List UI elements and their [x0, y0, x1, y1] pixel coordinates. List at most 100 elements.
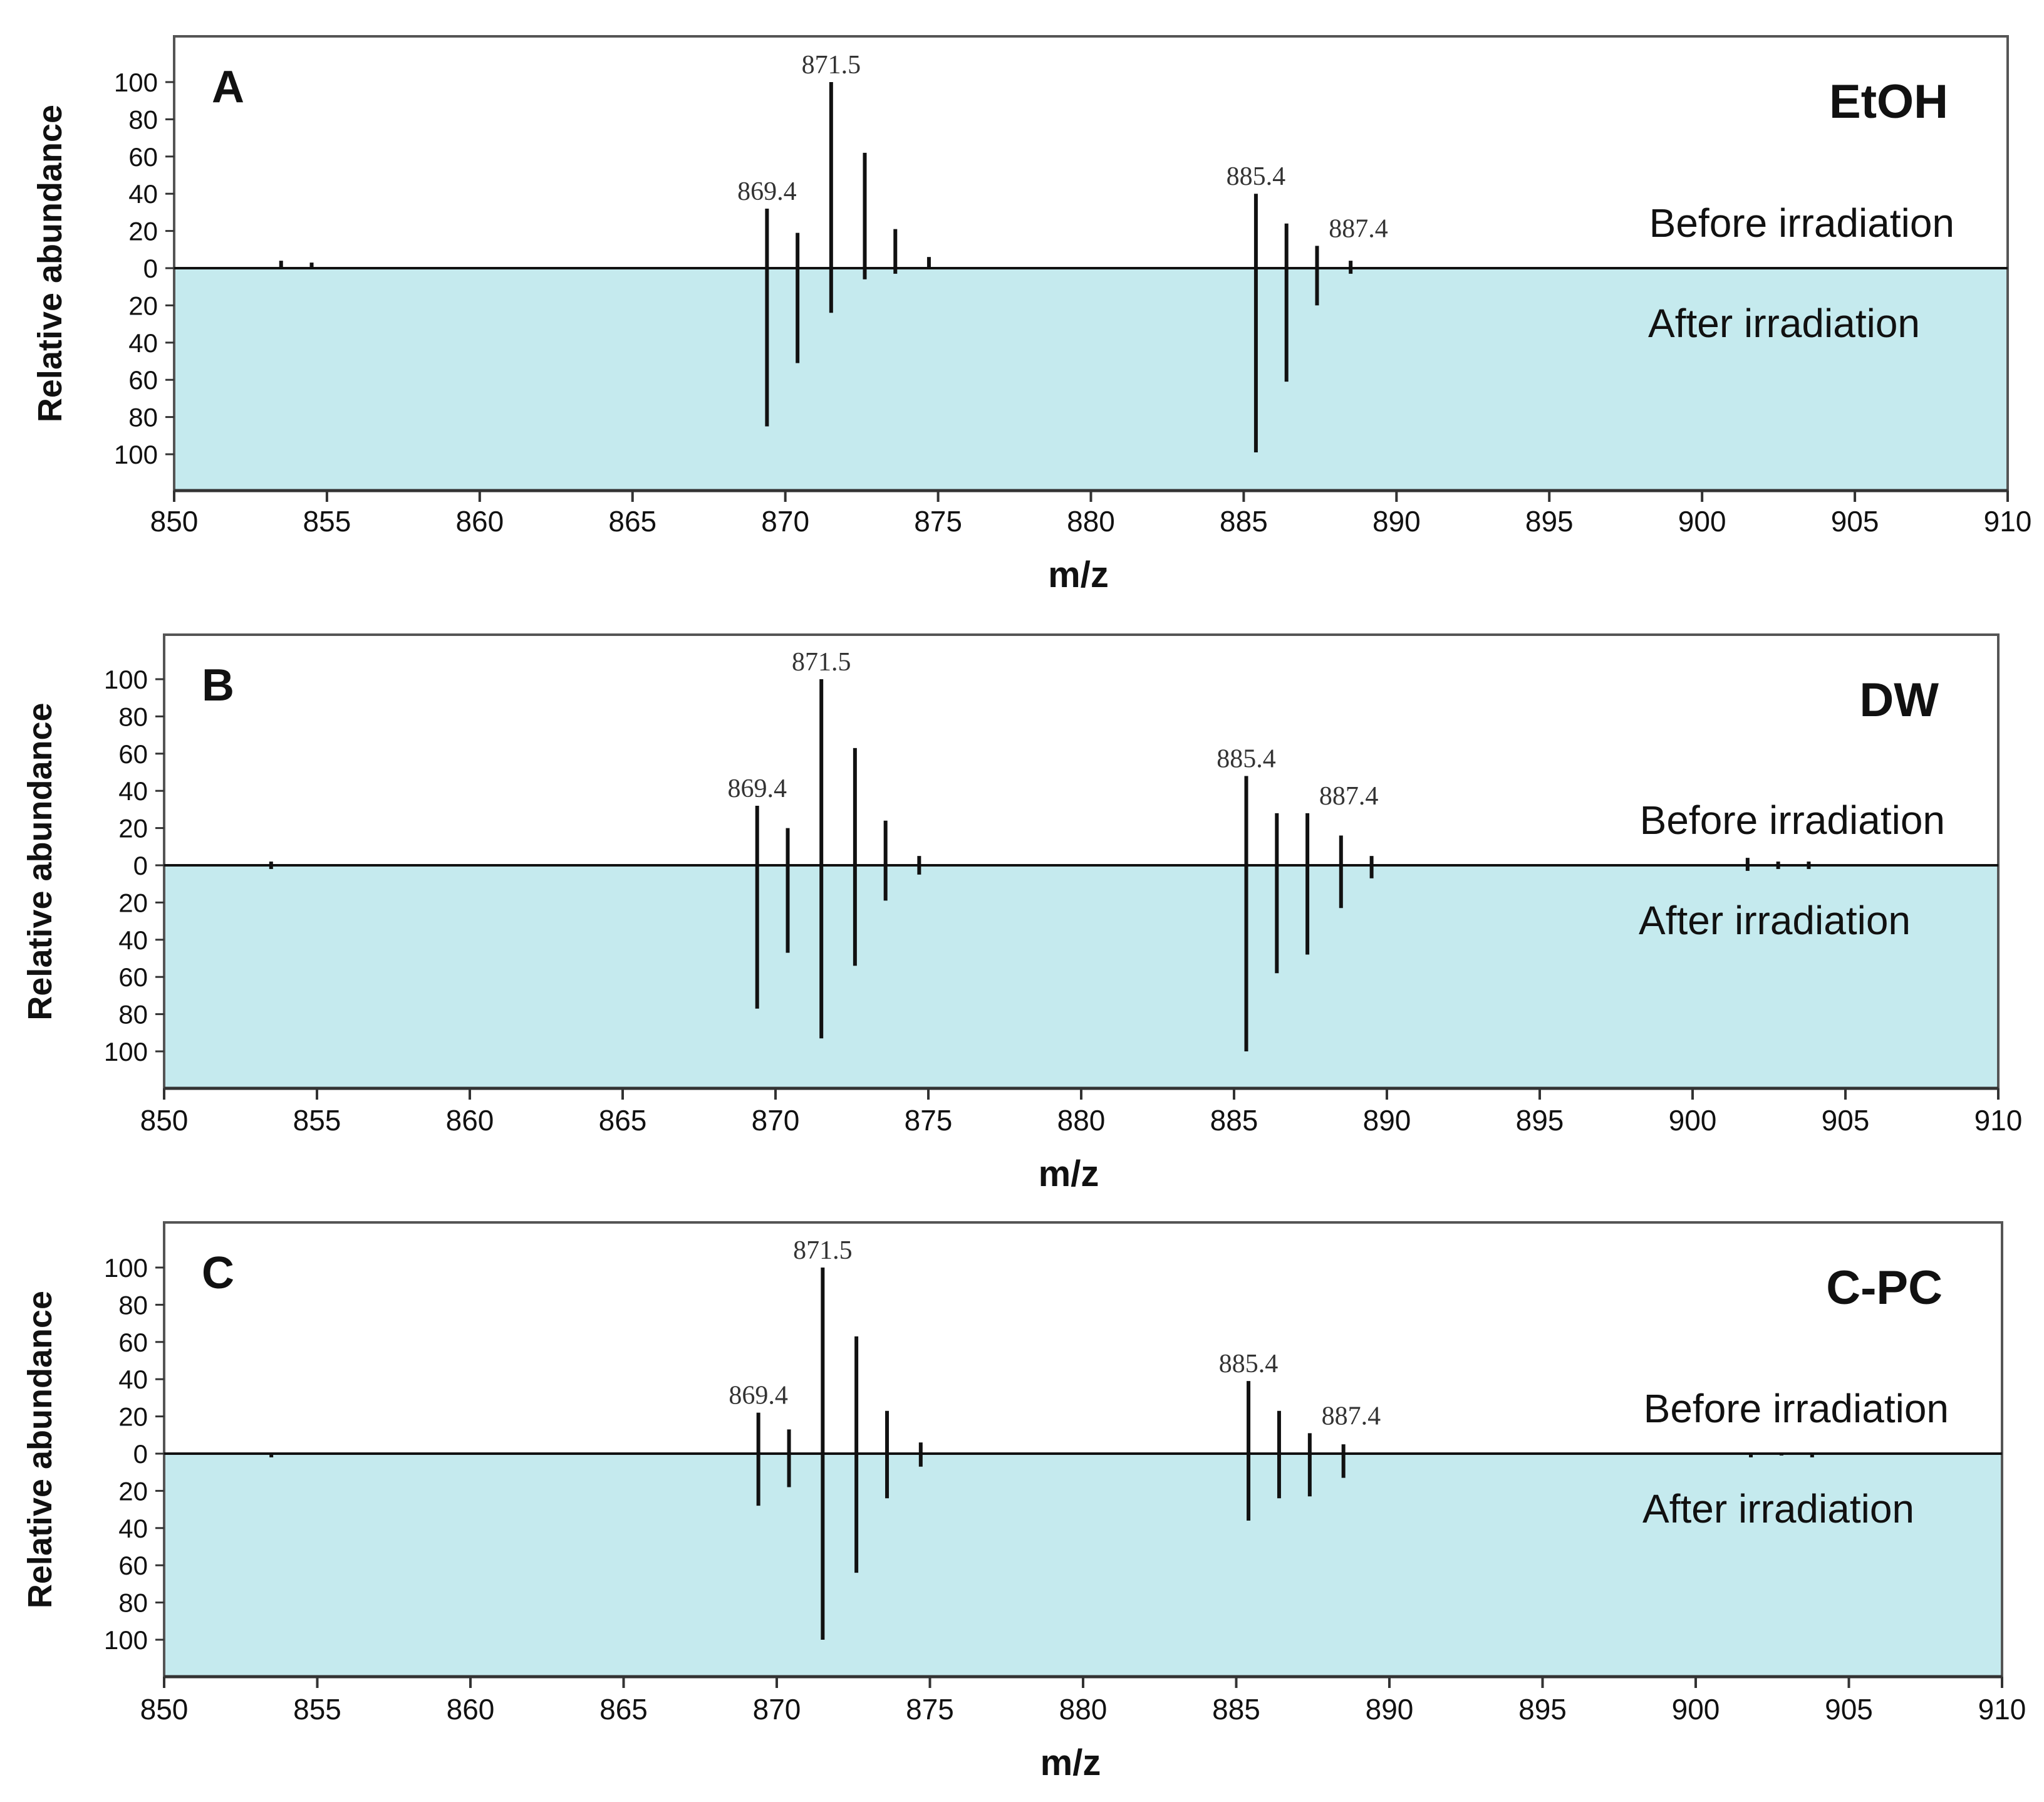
- x-tick-label: 855: [293, 1693, 341, 1726]
- y-tick-label: 20: [128, 217, 158, 246]
- x-tick-label: 855: [293, 1104, 341, 1137]
- x-tick-label: 875: [914, 505, 962, 538]
- x-tick-label: 910: [1984, 505, 2032, 538]
- x-axis-label: m/z: [1048, 555, 1109, 595]
- y-tick-label: 80: [118, 1290, 148, 1320]
- x-tick-label: 895: [1518, 1693, 1567, 1726]
- y-tick-label: 60: [118, 1328, 148, 1357]
- peak-label: 887.4: [1322, 1402, 1381, 1430]
- x-tick-label: 860: [455, 505, 504, 538]
- y-tick-label: 60: [128, 142, 158, 172]
- spectrum-panel-b: 850 855 860 865 870 875 880 885 890 895 900 905 910 1…: [21, 633, 2023, 1194]
- y-tick-label: 80: [118, 1588, 148, 1618]
- y-tick-label: 20: [118, 814, 148, 843]
- y-tick-label: 0: [143, 254, 158, 283]
- x-tick-label: 855: [303, 505, 351, 538]
- peak-label: 869.4: [737, 177, 797, 206]
- peak-label: 869.4: [727, 774, 787, 803]
- solvent-title: DW: [1859, 674, 1939, 727]
- x-tick-label: 850: [150, 505, 199, 538]
- y-tick-label: 80: [118, 1000, 148, 1029]
- after-region: [164, 865, 1998, 1088]
- x-axis-label: m/z: [1039, 1154, 1099, 1194]
- solvent-title: C-PC: [1826, 1261, 1943, 1315]
- y-tick-label: 80: [118, 702, 148, 731]
- x-tick-label: 880: [1057, 1104, 1106, 1137]
- x-tick-label: 910: [1978, 1693, 2026, 1726]
- peak-label: 887.4: [1329, 214, 1388, 243]
- y-tick-label: 20: [128, 291, 158, 320]
- peak-label: 885.4: [1227, 162, 1286, 191]
- x-tick-label: 865: [608, 505, 656, 538]
- x-tick-label: 880: [1067, 505, 1115, 538]
- y-tick-label: 100: [114, 440, 158, 469]
- x-tick-label: 865: [599, 1693, 648, 1726]
- y-tick-label: 60: [118, 962, 148, 992]
- y-tick-label: 100: [114, 68, 158, 97]
- y-tick-label: 40: [128, 328, 158, 358]
- y-tick-label: 20: [118, 888, 148, 917]
- spectrum-panel-a: 850 855 860 865 870 875 880 885 890 895 900 905 910 1…: [31, 35, 2032, 595]
- after-irradiation-label: After irradiation: [1648, 301, 1920, 346]
- y-tick-label: 40: [118, 925, 148, 955]
- x-tick-label: 890: [1372, 505, 1421, 538]
- panel-letter: B: [202, 660, 234, 711]
- y-tick-label: 40: [118, 776, 148, 806]
- x-tick-label: 870: [761, 505, 809, 538]
- spectrum-panel-c: 850 855 860 865 870 875 880 885 890 895 900 905 910 1…: [21, 1221, 2026, 1783]
- x-tick-label: 905: [1831, 505, 1879, 538]
- y-tick-label: 40: [128, 179, 158, 209]
- y-tick-label: 60: [118, 739, 148, 769]
- after-region: [164, 1454, 2002, 1677]
- peak-label: 871.5: [802, 51, 861, 80]
- x-tick-label: 870: [752, 1104, 800, 1137]
- x-tick-label: 875: [905, 1104, 953, 1137]
- x-tick-label: 870: [753, 1693, 801, 1726]
- y-tick-label: 80: [128, 403, 158, 432]
- y-axis-label: Relative abundance: [21, 702, 59, 1020]
- x-tick-label: 860: [446, 1104, 494, 1137]
- peak-label: 871.5: [793, 1236, 853, 1265]
- after-irradiation-label: After irradiation: [1639, 898, 1911, 943]
- x-tick-label: 900: [1669, 1104, 1717, 1137]
- y-tick-label: 60: [118, 1551, 148, 1580]
- peak-label: 885.4: [1217, 744, 1276, 773]
- before-irradiation-label: Before irradiation: [1644, 1386, 1949, 1431]
- x-tick-label: 905: [1822, 1104, 1870, 1137]
- x-tick-label: 885: [1220, 505, 1268, 538]
- x-tick-label: 905: [1825, 1693, 1873, 1726]
- peak-label: 885.4: [1219, 1350, 1279, 1378]
- before-irradiation-label: Before irradiation: [1640, 798, 1945, 843]
- x-tick-label: 850: [140, 1693, 189, 1726]
- peak-label: 871.5: [792, 648, 851, 677]
- y-tick-label: 100: [104, 1253, 148, 1283]
- y-tick-label: 40: [118, 1514, 148, 1543]
- y-axis-label: Relative abundance: [31, 105, 69, 422]
- panel-letter: C: [202, 1248, 234, 1298]
- y-tick-label: 20: [118, 1402, 148, 1432]
- y-tick-label: 20: [118, 1476, 148, 1506]
- y-axis-label: Relative abundance: [21, 1291, 59, 1608]
- y-tick-label: 100: [104, 1037, 148, 1066]
- y-tick-label: 60: [128, 365, 158, 395]
- y-tick-label: 100: [104, 1625, 148, 1655]
- x-tick-label: 890: [1363, 1104, 1411, 1137]
- before-irradiation-label: Before irradiation: [1649, 201, 1954, 246]
- y-tick-label: 0: [133, 1439, 148, 1469]
- x-tick-label: 910: [1974, 1104, 2023, 1137]
- y-tick-label: 40: [118, 1365, 148, 1394]
- x-tick-label: 850: [140, 1104, 189, 1137]
- x-tick-label: 890: [1366, 1693, 1414, 1726]
- x-tick-label: 895: [1516, 1104, 1564, 1137]
- after-irradiation-label: After irradiation: [1642, 1486, 1914, 1531]
- y-tick-label: 100: [104, 665, 148, 694]
- x-tick-label: 885: [1212, 1693, 1260, 1726]
- x-tick-label: 885: [1210, 1104, 1258, 1137]
- x-tick-label: 900: [1672, 1693, 1720, 1726]
- x-tick-label: 900: [1678, 505, 1726, 538]
- x-tick-label: 860: [447, 1693, 495, 1726]
- x-tick-label: 880: [1059, 1693, 1108, 1726]
- peak-label: 887.4: [1319, 782, 1379, 811]
- solvent-title: EtOH: [1829, 75, 1948, 128]
